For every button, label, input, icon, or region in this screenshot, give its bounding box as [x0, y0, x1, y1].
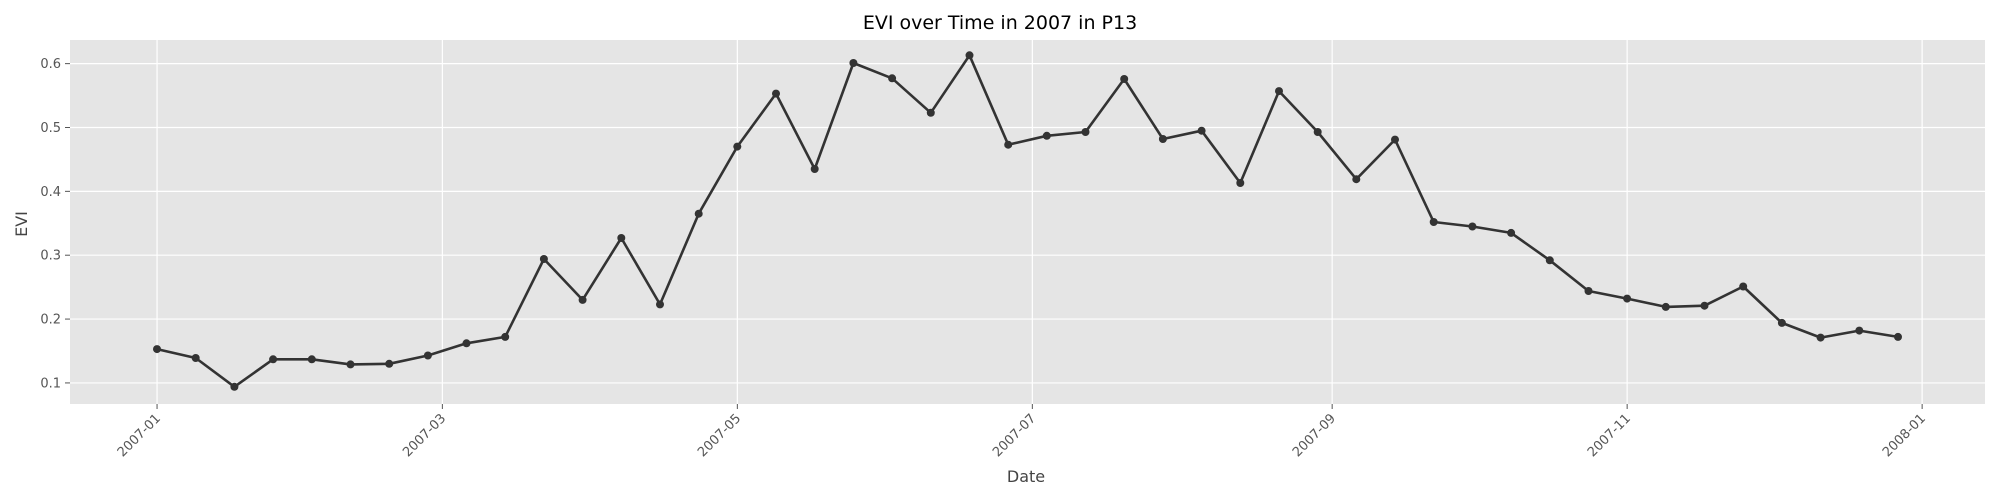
evi-data-point [1275, 87, 1283, 96]
evi-data-point [733, 142, 742, 151]
evi-data-point [269, 355, 278, 364]
evi-data-point [1236, 179, 1245, 187]
x-axis-ticks: 2007-01 2007-03 2007-05 2007-07 2007-09 2007-… [115, 404, 1929, 460]
evi-data-point [1777, 318, 1786, 327]
chart-title: EVI over Time in 2007 in P13 [863, 12, 1137, 34]
evi-data-point [1313, 128, 1322, 136]
evi-data-point [1700, 301, 1709, 310]
evi-data-point [1391, 135, 1399, 144]
evi-data-point [1004, 140, 1013, 149]
y-tick-label: 0.3 [40, 249, 61, 264]
evi-data-point [1584, 287, 1593, 295]
y-tick-label: 0.1 [40, 376, 61, 391]
x-axis-label: Date [1007, 467, 1045, 486]
x-tick-label: 2007-03 [400, 411, 449, 460]
evi-data-point [694, 209, 703, 218]
evi-data-point [153, 345, 161, 354]
evi-data-point [1429, 218, 1438, 226]
y-axis-ticks: 0.1 0.2 0.3 0.4 0.5 0.6 [40, 57, 70, 391]
evi-data-point [617, 234, 626, 242]
evi-data-point [1120, 75, 1129, 83]
evi-line [156, 53, 1899, 389]
evi-data-point [1042, 131, 1051, 140]
evi-data-point [462, 339, 471, 348]
evi-data-point [1816, 333, 1825, 342]
evi-data-point [810, 165, 819, 173]
evi-data-point [1507, 228, 1516, 237]
evi-data-point [346, 360, 355, 369]
evi-data-point [1855, 326, 1864, 335]
evi-data-point [230, 382, 239, 391]
evi-data-point [1894, 332, 1902, 341]
y-axis-label: EVI [12, 211, 31, 237]
evi-data-point [578, 295, 587, 304]
evi-data-point [307, 355, 316, 364]
evi-data-point [539, 255, 548, 263]
evi-data-point [501, 332, 510, 341]
y-tick-label: 0.2 [40, 313, 61, 328]
evi-data-point [1158, 135, 1167, 143]
evi-data-point [191, 354, 200, 362]
evi-series [153, 51, 1902, 391]
x-tick-label: 2008-01 [1880, 411, 1929, 460]
evi-data-point [1623, 294, 1632, 303]
y-tick-label: 0.6 [40, 57, 61, 72]
x-tick-label: 2007-07 [990, 411, 1039, 460]
evi-data-point [1352, 175, 1361, 184]
evi-data-point [1545, 256, 1554, 265]
plot-area [70, 40, 1985, 404]
x-tick-label: 2007-09 [1290, 411, 1339, 460]
evi-data-point [926, 108, 935, 117]
evi-data-point [656, 300, 664, 309]
evi-data-point [423, 351, 432, 360]
x-tick-label: 2007-01 [115, 411, 164, 460]
evi-data-point [1661, 302, 1670, 311]
grid-lines [70, 40, 1985, 404]
evi-data-point [1468, 222, 1477, 231]
evi-data-point [965, 51, 974, 60]
evi-data-point [1197, 126, 1206, 135]
x-tick-label: 2007-11 [1585, 411, 1634, 460]
y-tick-label: 0.5 [40, 121, 61, 136]
y-tick-label: 0.4 [40, 185, 61, 200]
x-tick-label: 2007-05 [695, 411, 744, 460]
evi-data-point [1739, 282, 1748, 291]
evi-data-point [888, 74, 897, 83]
evi-data-point [849, 59, 858, 67]
evi-data-point [385, 359, 394, 368]
evi-data-point [772, 89, 780, 98]
evi-data-point [1081, 128, 1090, 136]
